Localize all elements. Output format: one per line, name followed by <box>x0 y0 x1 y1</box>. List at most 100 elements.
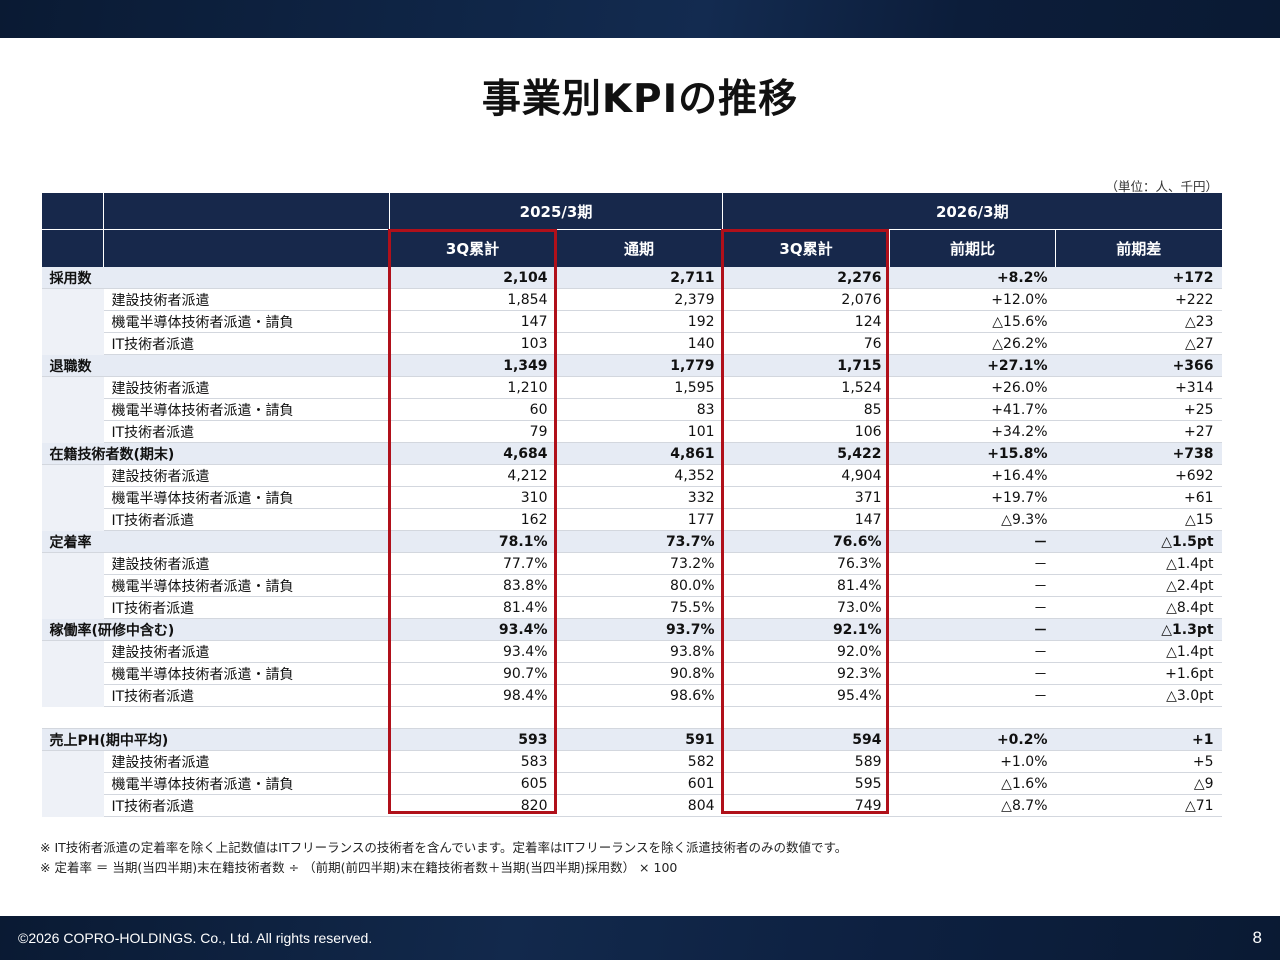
value-cell: 593 <box>389 728 556 751</box>
value-cell <box>889 706 1056 729</box>
value-cell: +61 <box>1055 486 1222 509</box>
indent-cell <box>41 552 104 575</box>
category-row: 定着率 78.1% 73.7% 76.6% － △1.5pt <box>41 530 1222 553</box>
header-blank-cell <box>41 193 104 230</box>
indent-cell <box>41 464 104 487</box>
indent-cell <box>41 574 104 597</box>
segment-label: IT技術者派遣 <box>103 794 390 817</box>
value-cell: △1.3pt <box>1055 618 1222 641</box>
segment-label: 建設技術者派遣 <box>103 376 390 399</box>
sub-row: 機電半導体技術者派遣・請負 60 83 85 +41.7% +25 <box>41 398 1222 421</box>
value-cell: 93.4% <box>389 618 556 641</box>
segment-label: 建設技術者派遣 <box>103 750 390 773</box>
value-cell: +314 <box>1055 376 1222 399</box>
value-cell: 4,861 <box>555 442 723 465</box>
top-banner <box>0 0 1280 38</box>
indent-cell <box>41 420 104 443</box>
value-cell: +8.2% <box>889 267 1056 289</box>
category-row: 採用数 2,104 2,711 2,276 +8.2% +172 <box>41 267 1222 289</box>
category-label: 在籍技術者数(期末) <box>41 442 390 465</box>
indent-cell <box>41 376 104 399</box>
value-cell: 594 <box>722 728 890 751</box>
period-header-2025: 2025/3期 <box>388 193 723 230</box>
sub-row: IT技術者派遣 103 140 76 △26.2% △27 <box>41 332 1222 355</box>
value-cell: 93.4% <box>389 640 556 663</box>
col-header-2025-full: 通期 <box>554 229 723 267</box>
column-header-row: 3Q累計 通期 3Q累計 前期比 前期差 <box>41 229 1222 267</box>
value-cell: 1,210 <box>389 376 556 399</box>
header-blank-cell <box>103 229 390 267</box>
segment-label: IT技術者派遣 <box>103 420 390 443</box>
value-cell: 1,779 <box>555 354 723 377</box>
value-cell: 106 <box>722 420 890 443</box>
indent-cell <box>41 398 104 421</box>
value-cell: △3.0pt <box>1055 684 1222 707</box>
value-cell: △9 <box>1055 772 1222 795</box>
value-cell: 4,352 <box>555 464 723 487</box>
value-cell: 2,711 <box>555 267 723 289</box>
value-cell: 75.5% <box>555 596 723 619</box>
value-cell: +25 <box>1055 398 1222 421</box>
value-cell: △71 <box>1055 794 1222 817</box>
value-cell: +5 <box>1055 750 1222 773</box>
segment-label: IT技術者派遣 <box>103 332 390 355</box>
header-blank-cell <box>41 229 104 267</box>
value-cell: 83 <box>555 398 723 421</box>
value-cell: +16.4% <box>889 464 1056 487</box>
value-cell: 77.7% <box>389 552 556 575</box>
col-header-2026-3q: 3Q累計 <box>722 229 890 267</box>
kpi-table: 2025/3期 2026/3期 3Q累計 通期 3Q累計 前期比 前期差 採用数… <box>41 193 1222 817</box>
footer-bar: ©2026 COPRO-HOLDINGS. Co., Ltd. All righ… <box>0 916 1280 960</box>
sub-row: 建設技術者派遣 1,210 1,595 1,524 +26.0% +314 <box>41 376 1222 399</box>
value-cell: 371 <box>722 486 890 509</box>
value-cell: 81.4% <box>722 574 890 597</box>
indent-cell <box>41 772 104 795</box>
value-cell: 1,524 <box>722 376 890 399</box>
category-row: 在籍技術者数(期末) 4,684 4,861 5,422 +15.8% +738 <box>41 442 1222 465</box>
value-cell: － <box>889 684 1056 707</box>
value-cell: 605 <box>389 772 556 795</box>
value-cell <box>389 706 556 729</box>
value-cell: 147 <box>722 508 890 531</box>
value-cell: 332 <box>555 486 723 509</box>
value-cell: +27.1% <box>889 354 1056 377</box>
footnote: ※ IT技術者派遣の定着率を除く上記数値はITフリーランスの技術者を含んでいます… <box>40 840 848 855</box>
value-cell: 804 <box>555 794 723 817</box>
value-cell: 98.4% <box>389 684 556 707</box>
value-cell: 2,276 <box>722 267 890 289</box>
category-label: 売上PH(期中平均) <box>41 728 390 751</box>
value-cell: 92.3% <box>722 662 890 685</box>
value-cell: +15.8% <box>889 442 1056 465</box>
sub-row: IT技術者派遣 81.4% 75.5% 73.0% － △8.4pt <box>41 596 1222 619</box>
value-cell: 93.7% <box>555 618 723 641</box>
value-cell: 76.3% <box>722 552 890 575</box>
value-cell: +12.0% <box>889 288 1056 311</box>
value-cell: 76 <box>722 332 890 355</box>
period-header-row: 2025/3期 2026/3期 <box>41 193 1222 230</box>
value-cell: 591 <box>555 728 723 751</box>
value-cell <box>1055 706 1222 729</box>
value-cell: 1,715 <box>722 354 890 377</box>
sub-row: IT技術者派遣 79 101 106 +34.2% +27 <box>41 420 1222 443</box>
segment-label: IT技術者派遣 <box>103 596 390 619</box>
segment-label: 機電半導体技術者派遣・請負 <box>103 574 390 597</box>
value-cell: － <box>889 530 1056 553</box>
segment-label: IT技術者派遣 <box>103 508 390 531</box>
footnotes: ※ IT技術者派遣の定着率を除く上記数値はITフリーランスの技術者を含んでいます… <box>40 838 847 878</box>
highlight-box-2025-3q <box>388 229 557 814</box>
value-cell: 1,349 <box>389 354 556 377</box>
sub-row: 建設技術者派遣 77.7% 73.2% 76.3% － △1.4pt <box>41 552 1222 575</box>
value-cell: 81.4% <box>389 596 556 619</box>
value-cell: 192 <box>555 310 723 333</box>
value-cell: 601 <box>555 772 723 795</box>
value-cell: 73.7% <box>555 530 723 553</box>
indent-cell <box>41 794 104 817</box>
indent-cell <box>41 640 104 663</box>
segment-label: 機電半導体技術者派遣・請負 <box>103 772 390 795</box>
value-cell: △1.4pt <box>1055 640 1222 663</box>
value-cell: △8.4pt <box>1055 596 1222 619</box>
value-cell: +172 <box>1055 267 1222 289</box>
segment-label: 建設技術者派遣 <box>103 288 390 311</box>
value-cell: 78.1% <box>389 530 556 553</box>
value-cell: +34.2% <box>889 420 1056 443</box>
